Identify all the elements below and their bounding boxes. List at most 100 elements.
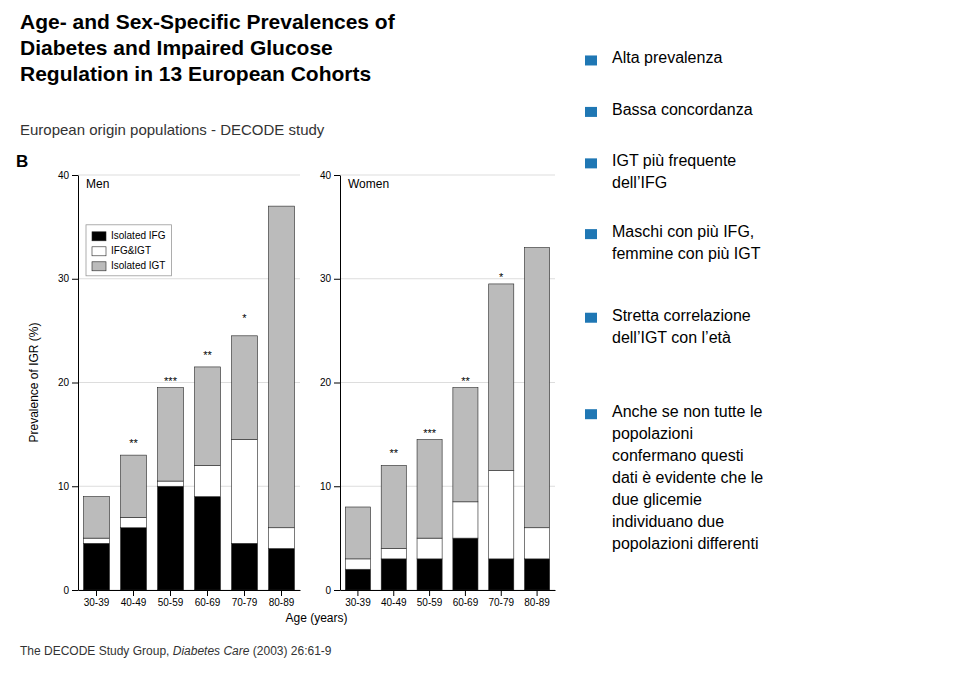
tick-mark	[72, 590, 78, 591]
note-line: Maschi con più IFG,	[612, 223, 754, 240]
note-line: Anche se non tutte le	[612, 403, 762, 420]
note-line: confermano questi	[612, 447, 744, 464]
axis-line	[340, 176, 341, 591]
tick: 50-59	[417, 590, 443, 608]
note-line: Stretta correlazione	[612, 307, 751, 324]
panel-title: Men	[86, 177, 109, 191]
subtitle: European origin populations - DECODE stu…	[20, 121, 325, 138]
note-line: dati è evidente che le	[612, 469, 763, 486]
bullet	[585, 409, 597, 419]
title-line: Age- and Sex-Specific Prevalences of	[20, 10, 396, 33]
bar	[345, 559, 370, 569]
tick-label: 30	[58, 273, 70, 284]
note-line: due glicemie	[612, 491, 702, 508]
axis-line	[79, 590, 301, 591]
tick: 30-39	[345, 590, 371, 608]
tick: 70-79	[488, 590, 514, 608]
bar	[195, 497, 221, 590]
legend-label: Isolated IGT	[111, 260, 165, 271]
title-line: Diabetes and Impaired Glucose	[20, 36, 333, 59]
grid-line	[78, 590, 300, 591]
note-line: dell’IFG	[612, 175, 667, 192]
tick-mark	[537, 590, 538, 596]
note-line: individuano due	[612, 513, 724, 530]
grid-line	[78, 486, 300, 487]
page: Age- and Sex-Specific Prevalences of Diab…	[0, 0, 960, 677]
tick-label: 60-69	[453, 597, 479, 608]
grid-line	[340, 278, 555, 279]
panel-title: Women	[348, 177, 389, 191]
note-line: Alta prevalenza	[612, 50, 722, 67]
bar	[158, 481, 184, 486]
bar	[489, 471, 514, 559]
bar	[453, 502, 478, 538]
title-line: Regulation in 13 European Cohorts	[20, 62, 371, 85]
title: Age- and Sex-Specific Prevalences of Diab…	[20, 10, 396, 85]
tick-label: 50-59	[158, 597, 184, 608]
note: Maschi con più IFG,femmine con più IGT	[612, 223, 761, 262]
tick-label: 80-89	[269, 597, 295, 608]
tick-mark	[170, 590, 171, 596]
footer-part: The DECODE Study Group,	[20, 644, 173, 658]
bar	[121, 528, 147, 590]
axis-line	[78, 176, 79, 591]
tick-mark	[72, 383, 78, 384]
tick-mark	[334, 383, 340, 384]
grid-line	[78, 175, 300, 176]
legend-swatch	[92, 247, 106, 256]
tick-mark	[72, 279, 78, 280]
notes: Alta prevalenzaBassa concordanzaIGT più …	[585, 50, 763, 553]
tick: 80-89	[524, 590, 550, 608]
footer-part: (2003) 26:61-9	[249, 644, 331, 658]
annotation: **	[203, 349, 212, 361]
tick-mark	[207, 590, 208, 596]
tick: 50-59	[158, 590, 184, 608]
annotation: *	[499, 271, 504, 283]
tick-mark	[393, 590, 394, 596]
bar	[345, 507, 370, 559]
bar	[417, 440, 442, 539]
bar	[489, 284, 514, 471]
bar	[269, 549, 295, 591]
note: Stretta correlazione dell’IGT con l’età	[612, 307, 751, 346]
tick: 40	[58, 170, 78, 181]
x-axis-title: Age (years)	[285, 611, 347, 625]
legend-item: IFG&IGT	[92, 245, 151, 256]
annotation: ***	[423, 427, 437, 439]
grid	[78, 175, 300, 590]
annotation: **	[389, 447, 398, 459]
panel-label: B	[16, 152, 28, 171]
bullet	[585, 229, 597, 239]
tick-mark	[334, 279, 340, 280]
grid-line	[340, 486, 555, 487]
annotation: **	[129, 437, 138, 449]
tick: 40-49	[121, 590, 147, 608]
tick-label: 30-39	[84, 597, 110, 608]
tick-label: 0	[325, 585, 331, 596]
grid	[340, 175, 555, 590]
tick-mark	[334, 590, 340, 591]
tick-label: 50-59	[417, 597, 443, 608]
grid-line	[340, 382, 555, 383]
tick-label: 80-89	[524, 597, 550, 608]
tick-mark	[501, 590, 502, 596]
bars	[84, 206, 295, 590]
bullet	[585, 107, 597, 117]
bar	[417, 538, 442, 559]
tick: 30	[320, 273, 340, 284]
legend-swatch	[92, 262, 106, 271]
grid-line	[78, 278, 300, 279]
note-line: dell’IGT con l’età	[612, 329, 731, 346]
tick-label: 40-49	[121, 597, 147, 608]
x-axis: 30-3940-4950-5960-6970-7980-89	[341, 590, 556, 608]
note-line: IGT più frequente	[612, 153, 736, 170]
annotation: **	[461, 375, 470, 387]
bar	[525, 248, 550, 528]
bar	[121, 517, 147, 527]
tick-label: 40	[58, 170, 70, 181]
legend-label: Isolated IFG	[111, 230, 166, 241]
y-axis-title: Prevalence of IGR (%)	[27, 322, 41, 442]
footer-part: Diabetes Care	[173, 644, 250, 658]
axis-line	[341, 590, 556, 591]
bar	[195, 466, 221, 497]
